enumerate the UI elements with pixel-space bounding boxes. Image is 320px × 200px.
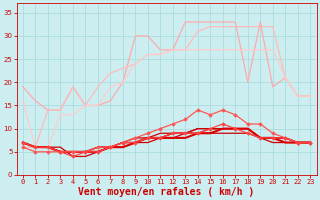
- X-axis label: Vent moyen/en rafales ( km/h ): Vent moyen/en rafales ( km/h ): [78, 187, 255, 197]
